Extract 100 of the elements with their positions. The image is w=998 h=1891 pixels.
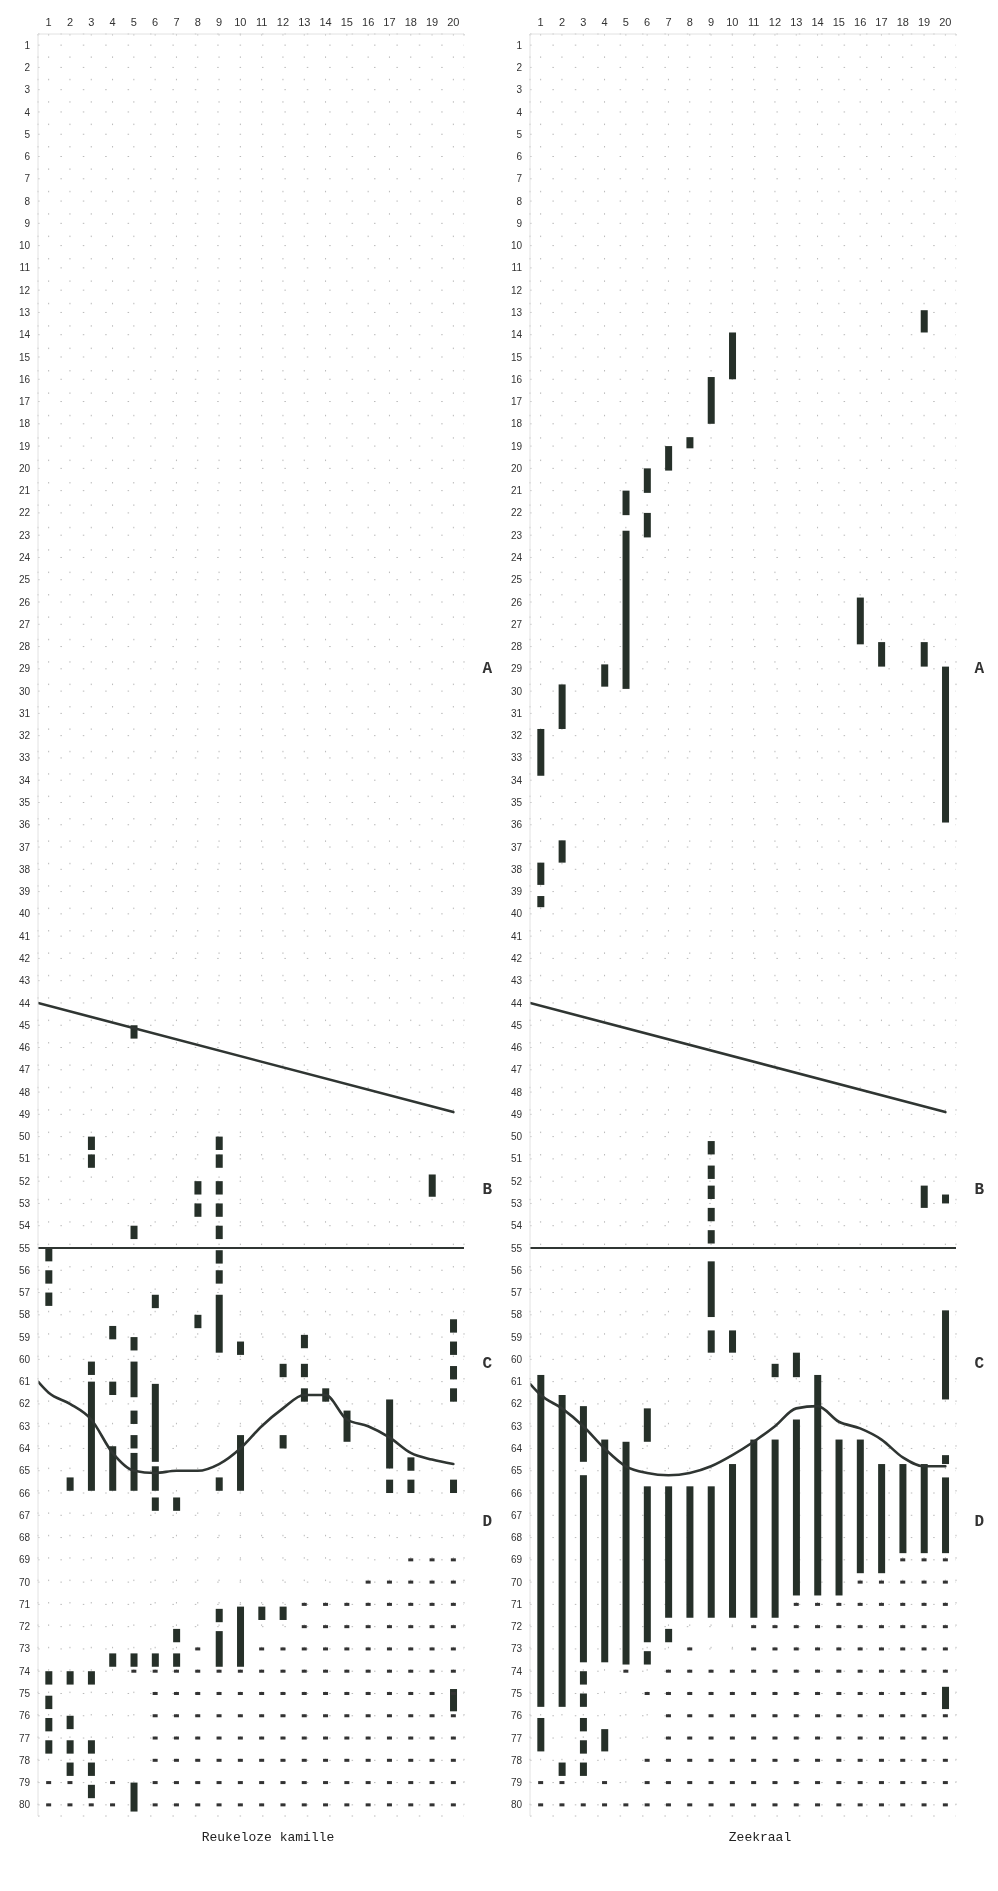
bar [45,1740,53,1754]
y-tick-label: 57 [510,1287,523,1299]
y-tick-label: 44 [510,997,523,1009]
y-tick-label: 31 [18,707,31,719]
bar [109,1653,117,1667]
y-tick-label: 16 [18,373,31,385]
y-tick-label: 12 [18,284,31,296]
y-tick-label: 20 [18,462,31,474]
y-tick-label: 52 [18,1175,31,1187]
y-tick-label: 3 [516,84,523,96]
y-tick-label: 6 [24,151,31,163]
bar [579,1671,587,1685]
text: B [974,1180,984,1201]
bar [215,1181,223,1195]
y-tick-label: 77 [510,1732,523,1744]
bar [792,1419,800,1596]
x-tick-label: 17 [875,16,888,28]
bar [407,1479,415,1494]
y-tick-label: 7 [24,173,31,185]
y-tick-label: 23 [18,529,31,541]
y-tick-label: 80 [510,1799,523,1811]
bar [450,1341,458,1355]
y-tick-label: 46 [510,1042,523,1054]
y-tick-label: 46 [18,1042,31,1054]
y-tick-label: 11 [511,262,523,274]
bar [87,1762,95,1776]
text: D [482,1511,492,1532]
bar [279,1363,287,1378]
x-tick-label: 20 [447,16,460,28]
text: A [974,658,984,679]
bar [194,1314,202,1329]
bar [173,1628,181,1643]
bar [109,1381,117,1396]
y-tick-label: 48 [510,1086,523,1098]
bar [729,332,737,380]
x-tick-label: 13 [298,16,311,28]
y-tick-label: 80 [18,1799,31,1811]
y-tick-label: 36 [510,819,523,831]
x-tick-label: 10 [234,16,247,28]
bar [558,840,566,863]
y-tick-label: 2 [24,61,31,73]
y-tick-label: 55 [510,1242,523,1254]
bar [130,1435,138,1449]
y-tick-label: 18 [510,418,523,430]
bar [771,1439,779,1618]
bar [622,530,630,689]
bar [450,1366,458,1380]
y-tick-label: 35 [18,797,31,809]
x-tick-label: 16 [362,16,375,28]
bar [622,490,630,516]
bar [707,1230,715,1244]
bar [878,1464,886,1574]
x-tick-label: 4 [601,16,608,28]
y-tick-label: 65 [510,1465,523,1477]
bar [707,1261,715,1318]
x-tick-label: 9 [215,16,223,28]
bar [215,1270,223,1284]
y-tick-label: 32 [18,730,31,742]
x-tick-label: 3 [88,16,95,28]
y-tick-label: 65 [18,1465,31,1477]
y-tick-label: 71 [510,1598,523,1610]
bar [537,728,545,776]
bar [579,1740,587,1754]
y-tick-label: 10 [18,240,31,252]
y-tick-label: 73 [510,1643,523,1655]
bar [130,1782,138,1812]
bar [942,666,950,823]
y-tick-label: 6 [516,151,523,163]
x-tick-label: 2 [558,16,566,28]
bar [537,1717,545,1752]
y-tick-label: 79 [510,1777,523,1789]
y-tick-label: 38 [510,863,523,875]
y-tick-label: 39 [510,886,523,898]
y-tick-label: 76 [510,1710,523,1722]
y-tick-label: 62 [510,1398,523,1410]
y-tick-label: 26 [510,596,523,608]
y-tick-label: 70 [510,1576,523,1588]
x-tick-label: 10 [726,16,739,28]
y-tick-label: 30 [510,685,523,697]
x-tick-label: 16 [854,16,867,28]
bar [450,1479,458,1494]
bar [537,862,545,885]
x-tick-label: 19 [917,16,931,28]
y-tick-label: 15 [510,351,523,363]
bar [686,1486,694,1618]
y-tick-label: 68 [18,1532,31,1544]
y-tick-label: 79 [18,1777,31,1789]
y-tick-label: 31 [510,707,523,719]
y-tick-label: 9 [516,217,523,229]
y-tick-label: 23 [510,529,523,541]
y-tick-label: 36 [18,819,31,831]
y-tick-label: 49 [18,1108,31,1120]
y-tick-label: 73 [18,1643,31,1655]
y-tick-label: 67 [510,1509,523,1521]
y-tick-label: 63 [18,1420,31,1432]
bar [215,1136,223,1150]
y-tick-label: 27 [18,618,31,630]
y-tick-label: 55 [18,1242,31,1254]
x-tick-label: 12 [768,16,782,28]
x-tick-label: 1 [45,16,52,28]
